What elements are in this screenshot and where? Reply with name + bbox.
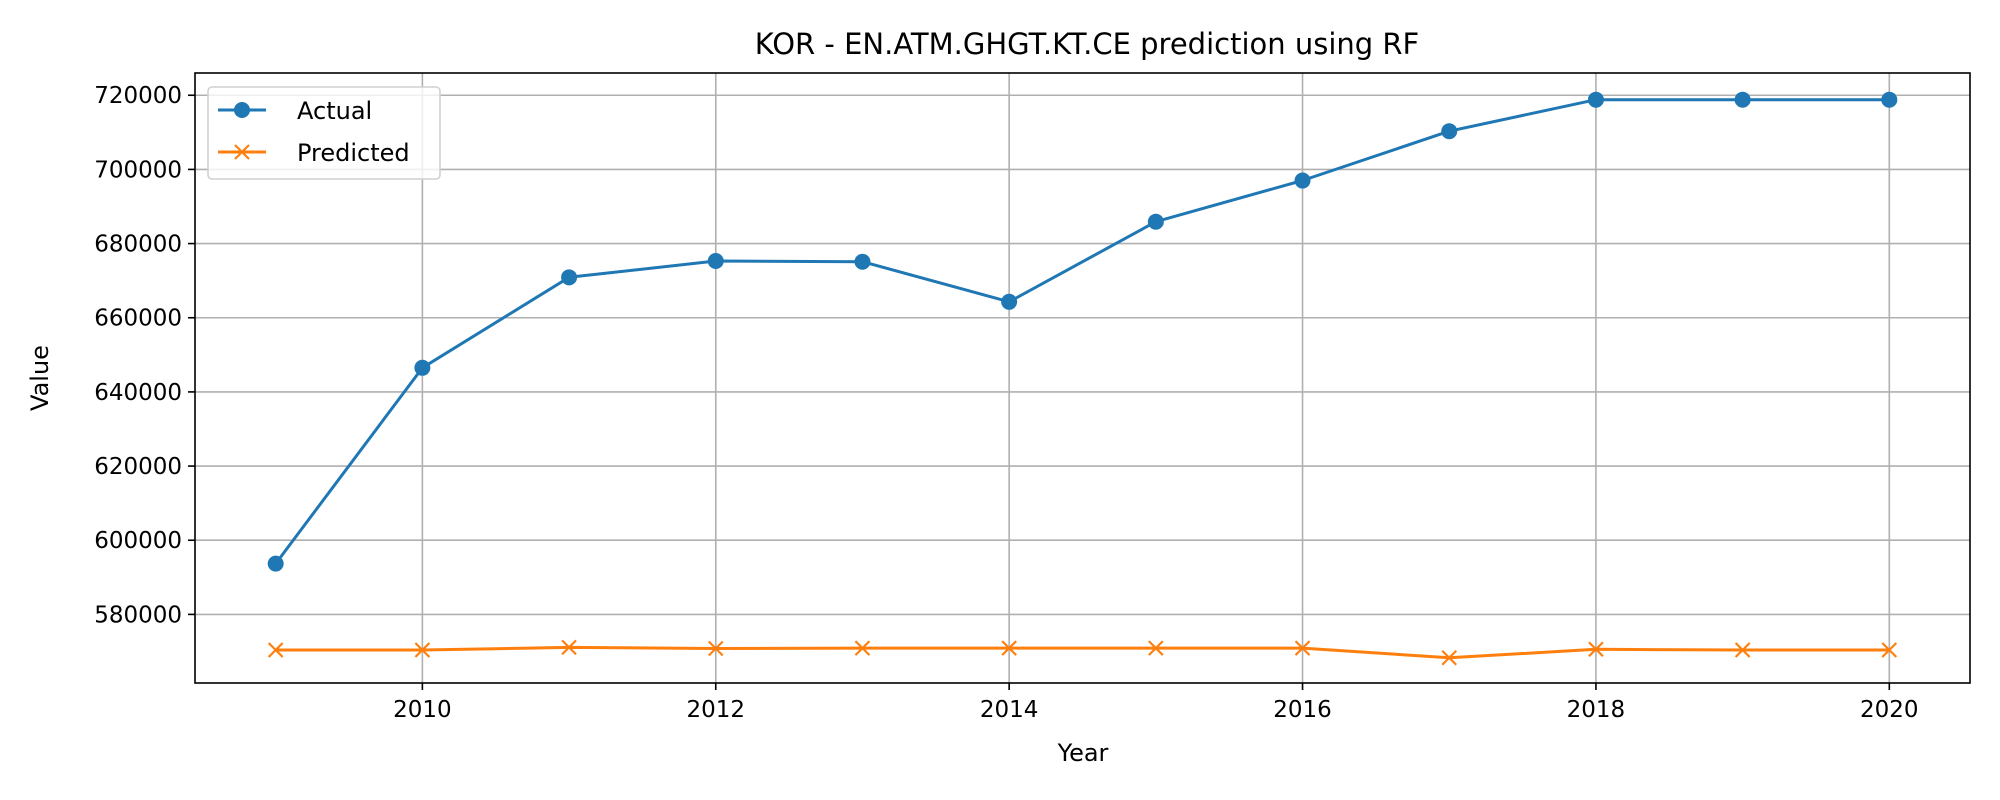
x-tick-label: 2016	[1273, 697, 1332, 723]
legend-item-actual: Actual	[218, 97, 372, 125]
y-axis-label: Value	[26, 345, 54, 411]
legend-marker-actual	[234, 102, 250, 118]
plot-frame	[194, 72, 1971, 684]
x-tick-label: 2010	[393, 697, 452, 723]
data-point-predicted	[267, 642, 284, 658]
y-tick-label: 580000	[94, 602, 182, 628]
data-point-predicted	[1294, 640, 1311, 656]
data-point-actual	[854, 253, 871, 270]
x-tick-label: 2020	[1860, 697, 1919, 723]
y-tick-label: 660000	[94, 306, 182, 332]
series-line-predicted	[275, 645, 1890, 660]
x-tick-label: 2014	[980, 697, 1039, 723]
data-point-predicted	[1001, 640, 1017, 656]
data-point-predicted	[561, 639, 577, 656]
x-axis-label: Year	[1057, 739, 1109, 767]
data-point-actual	[1881, 91, 1898, 108]
data-point-predicted	[1588, 641, 1604, 658]
y-tick-label: 680000	[94, 232, 182, 258]
y-tick-label: 700000	[94, 157, 182, 183]
y-tick-label: 600000	[94, 528, 182, 554]
data-point-actual	[1734, 91, 1751, 108]
data-point-actual	[1147, 213, 1164, 230]
data-point-actual	[267, 555, 284, 572]
data-point-predicted	[1148, 640, 1164, 656]
data-point-actual	[1001, 293, 1018, 310]
y-tick-label: 620000	[94, 454, 182, 480]
data-point-predicted	[854, 640, 871, 656]
data-point-actual	[1441, 123, 1458, 140]
data-point-actual	[1294, 172, 1311, 189]
x-tick-label: 2018	[1567, 697, 1626, 723]
y-tick-label: 720000	[94, 83, 182, 109]
series-layer	[267, 91, 1898, 666]
data-point-actual	[561, 269, 578, 286]
data-point-predicted	[1881, 642, 1898, 658]
series-actual	[267, 91, 1898, 572]
grid-lines	[195, 73, 1970, 683]
legend: Actual Predicted	[207, 86, 441, 180]
data-point-predicted	[1734, 642, 1751, 658]
legend-label-actual: Actual	[297, 97, 372, 125]
series-line-actual	[274, 98, 1890, 565]
data-point-predicted	[1441, 650, 1458, 666]
data-point-predicted	[414, 642, 431, 658]
y-tick-label: 640000	[94, 380, 182, 406]
data-point-actual	[707, 253, 724, 270]
chart-title: KOR - EN.ATM.GHGT.KT.CE prediction using…	[755, 27, 1419, 61]
legend-label-predicted: Predicted	[297, 139, 410, 167]
data-point-actual	[1587, 91, 1604, 108]
data-point-predicted	[707, 640, 724, 657]
axis-ticks: 2010 2012 2014 2016 2018 2020 580000 600000 6200…	[94, 83, 1918, 723]
data-point-actual	[414, 359, 431, 376]
series-predicted	[267, 639, 1898, 666]
legend-marker-predicted	[234, 144, 250, 160]
x-tick-label: 2012	[686, 697, 745, 723]
legend-item-predicted: Predicted	[218, 139, 410, 167]
